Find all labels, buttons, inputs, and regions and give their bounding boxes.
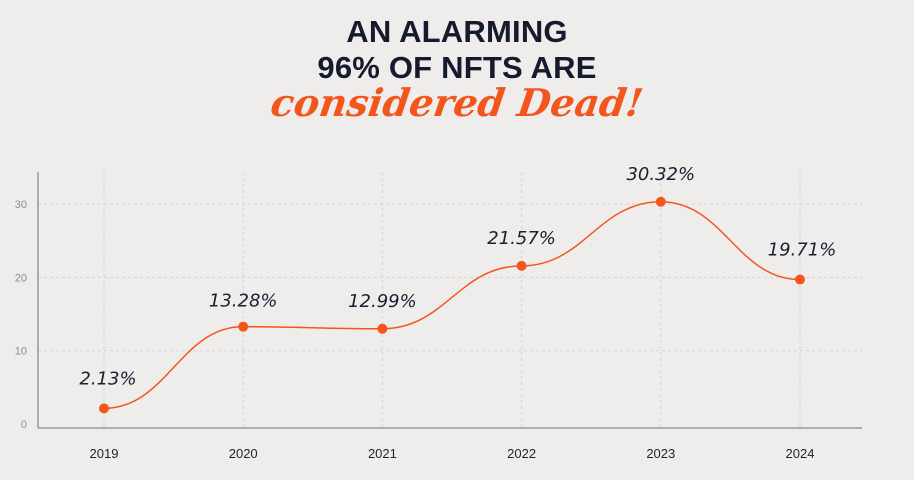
- x-tick-label: 2023: [646, 446, 675, 461]
- x-tick-label: 2024: [786, 446, 815, 461]
- title-line-2: 96% OF NFTS ARE: [317, 50, 597, 85]
- data-label: 21.57%: [487, 228, 556, 249]
- data-label: 13.28%: [209, 291, 278, 312]
- data-label: 30.32%: [626, 164, 695, 185]
- x-tick-label: 2019: [90, 446, 119, 461]
- data-label: 2.13%: [79, 368, 136, 389]
- x-tick-label: 2021: [368, 446, 397, 461]
- x-tick-label: 2022: [507, 446, 536, 461]
- data-label: 19.71%: [768, 240, 837, 261]
- x-tick-label: 2020: [229, 446, 258, 461]
- y-tick-label: 0: [21, 419, 27, 431]
- data-point: [516, 260, 527, 271]
- data-point: [99, 403, 109, 414]
- y-tick-label: 20: [15, 272, 27, 284]
- data-point: [377, 323, 388, 334]
- series-line: [103, 201, 801, 410]
- data-label: 12.99%: [348, 291, 417, 312]
- y-tick-label: 10: [15, 346, 27, 358]
- data-point: [655, 196, 666, 207]
- y-tick-label: 30: [15, 199, 27, 211]
- data-point: [238, 321, 249, 332]
- data-point: [795, 274, 805, 285]
- title-line-1: AN ALARMING: [346, 14, 568, 49]
